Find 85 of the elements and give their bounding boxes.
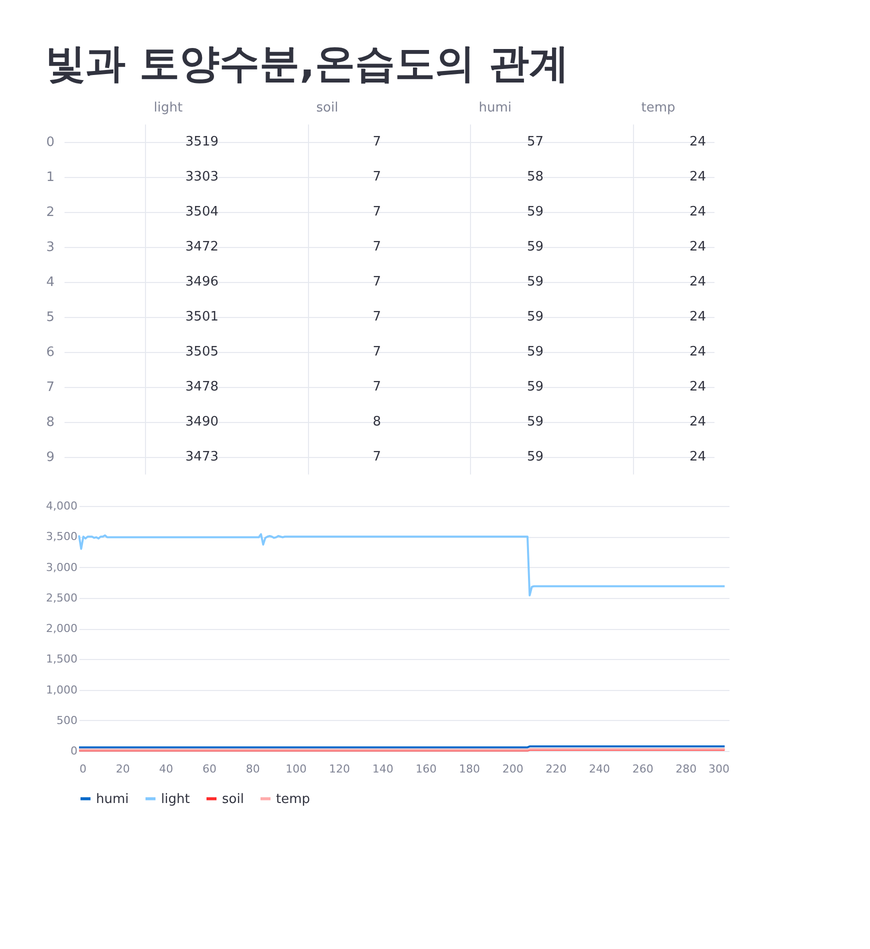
data-label: 3519 <box>185 134 218 150</box>
y-tick-label: 3 <box>46 240 54 255</box>
data-label: 24 <box>689 450 706 464</box>
x-tick-label: 160 <box>416 762 437 776</box>
data-label: 24 <box>689 310 706 324</box>
y-tick-label: 1 <box>46 170 54 185</box>
legend-label: humi <box>96 792 129 807</box>
data-label: 59 <box>526 380 544 394</box>
x-tick-label: temp <box>641 100 676 116</box>
data-label: 59 <box>526 310 544 324</box>
data-label: 24 <box>689 204 706 220</box>
data-label: 7 <box>372 240 381 254</box>
data-label: 7 <box>372 310 381 324</box>
x-tick-label: soil <box>316 100 338 116</box>
data-label: 24 <box>689 134 706 150</box>
data-label: 59 <box>526 450 544 464</box>
y-tick-label: 2 <box>46 205 54 220</box>
x-tick-label: 260 <box>632 762 654 776</box>
data-label: 24 <box>689 380 706 394</box>
chart-title: 빛과 토양수분,온습도의 관계 <box>46 41 569 87</box>
x-tick-label: 280 <box>676 762 697 776</box>
x-tick-label: 120 <box>329 762 350 776</box>
x-tick-label: 220 <box>546 762 567 776</box>
x-tick-label: 100 <box>286 762 307 776</box>
data-label: 24 <box>689 274 706 290</box>
x-tick-label: 180 <box>459 762 480 776</box>
x-tick-label: light <box>154 100 183 116</box>
data-label: 24 <box>689 344 706 360</box>
x-tick-label: 60 <box>202 762 216 776</box>
data-label: 58 <box>526 170 544 184</box>
x-tick-label: 40 <box>159 762 174 776</box>
data-label: 3501 <box>185 310 218 324</box>
y-tick-label: 6 <box>46 345 54 360</box>
data-label: 7 <box>372 170 381 184</box>
y-tick-label: 500 <box>56 714 78 727</box>
data-label: 3505 <box>185 344 218 360</box>
data-label: 24 <box>689 414 706 430</box>
y-tick-label: 3,000 <box>46 560 78 574</box>
x-tick-label: 0 <box>80 762 86 776</box>
y-tick-label: 4 <box>46 275 54 290</box>
x-tick-label: 200 <box>502 762 524 776</box>
y-tick-label: 1,500 <box>46 652 78 666</box>
y-tick-label: 5 <box>46 310 54 325</box>
data-label: 7 <box>372 450 381 464</box>
data-label: 8 <box>372 414 381 430</box>
x-tick-label: 140 <box>372 762 394 776</box>
data-label: 59 <box>526 344 544 360</box>
y-tick-label: 3,500 <box>46 530 78 544</box>
data-label: 7 <box>372 380 381 394</box>
data-label: 7 <box>372 344 381 360</box>
data-label: 3490 <box>185 414 218 430</box>
data-label: 59 <box>526 204 544 220</box>
y-tick-label: 4,000 <box>46 500 78 512</box>
y-tick-label: 2,500 <box>46 591 78 604</box>
y-tick-label: 0 <box>70 744 78 758</box>
legend-label: temp <box>276 792 310 807</box>
data-label: 3496 <box>185 274 218 290</box>
data-label: 7 <box>372 274 381 290</box>
data-label: 7 <box>372 134 381 150</box>
x-tick-label: 20 <box>116 762 130 776</box>
x-tick-label: 80 <box>246 762 260 776</box>
data-label: 3504 <box>185 204 218 220</box>
y-tick-label: 7 <box>46 380 54 395</box>
legend-label: soil <box>222 792 244 807</box>
y-tick-label: 2,000 <box>46 622 78 635</box>
data-label: 59 <box>526 274 544 290</box>
data-label: 59 <box>526 240 544 254</box>
x-tick-label: 300 <box>708 762 730 776</box>
y-tick-label: 0 <box>46 135 54 150</box>
line-series <box>78 533 726 596</box>
data-label: 3472 <box>185 240 218 254</box>
data-label: 24 <box>689 170 706 184</box>
y-tick-label: 9 <box>46 450 54 465</box>
data-label: 3478 <box>185 380 218 394</box>
x-tick-label: 240 <box>589 762 610 776</box>
data-label: 3303 <box>185 170 218 184</box>
data-label: 57 <box>526 134 544 150</box>
data-label: 7 <box>372 204 381 220</box>
data-label: 3473 <box>185 450 218 464</box>
data-label: 24 <box>689 240 706 254</box>
y-tick-label: 1,000 <box>46 683 78 696</box>
y-tick-label: 8 <box>46 415 54 430</box>
x-tick-label: humi <box>478 100 512 116</box>
data-label: 59 <box>526 414 544 430</box>
legend-label: light <box>161 792 190 807</box>
